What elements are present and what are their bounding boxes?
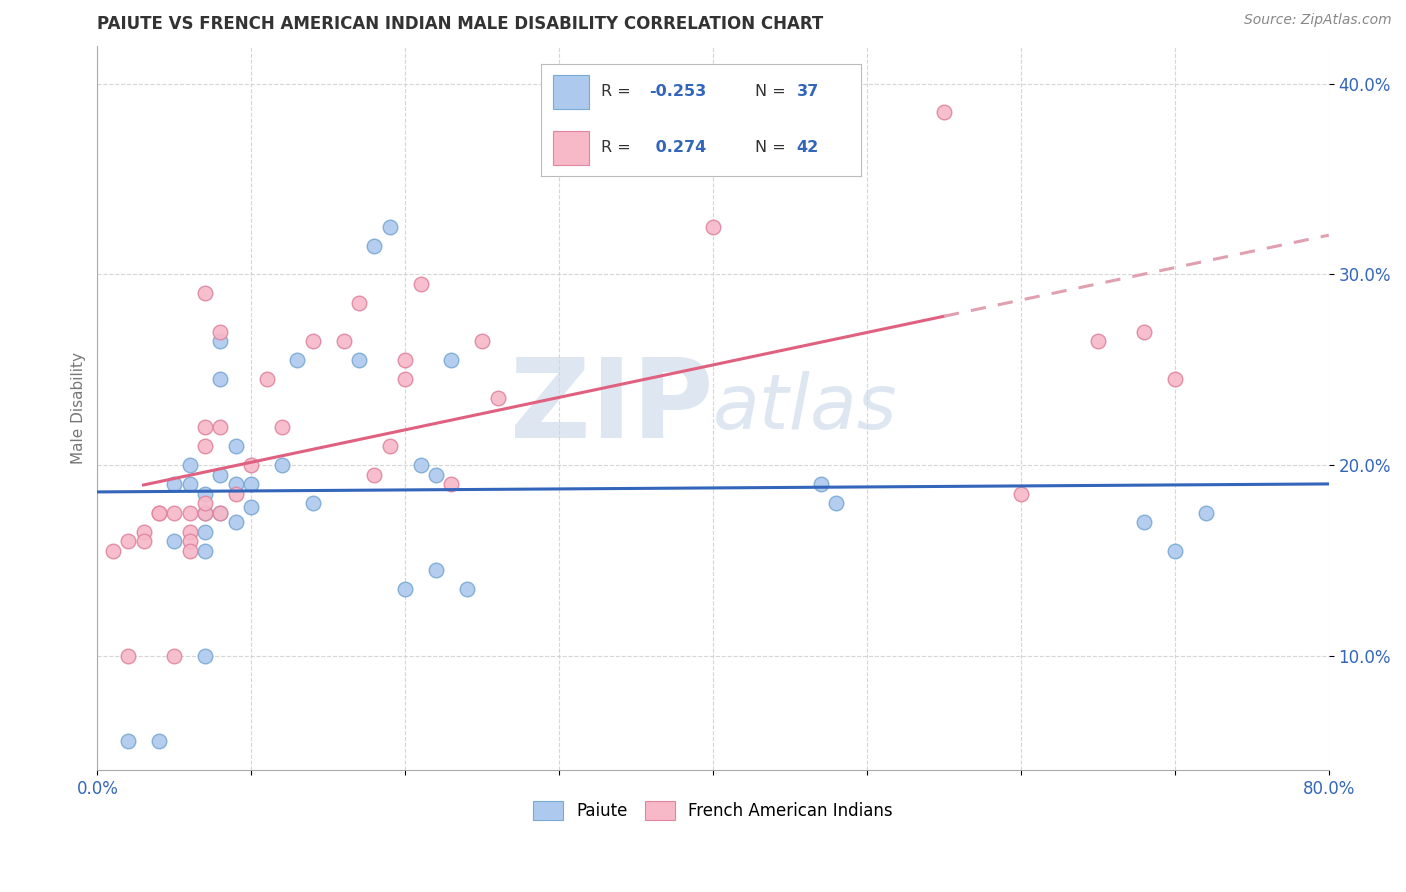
Point [209, 506, 232, 520]
Point [209, 325, 232, 339]
Point [440, 477, 463, 491]
Text: PAIUTE VS FRENCH AMERICAN INDIAN MALE DISABILITY CORRELATION CHART: PAIUTE VS FRENCH AMERICAN INDIAN MALE DI… [97, 15, 824, 33]
Point [347, 353, 370, 368]
Point [194, 286, 217, 301]
Point [194, 543, 217, 558]
Text: Source: ZipAtlas.com: Source: ZipAtlas.com [1244, 13, 1392, 28]
Legend: Paiute, French American Indians: Paiute, French American Indians [527, 794, 900, 827]
Text: atlas: atlas [713, 371, 897, 445]
Point [117, 534, 139, 549]
Point [256, 372, 278, 386]
Point [271, 458, 294, 472]
Point [363, 467, 385, 482]
Point [117, 648, 139, 663]
Point [148, 506, 170, 520]
Point [425, 563, 447, 577]
Point [194, 496, 217, 510]
Point [194, 506, 217, 520]
Point [1010, 486, 1032, 500]
Point [163, 534, 186, 549]
Point [240, 500, 263, 514]
Point [302, 496, 325, 510]
Point [378, 219, 401, 234]
Point [209, 372, 232, 386]
Point [132, 534, 155, 549]
Point [132, 524, 155, 539]
Point [194, 420, 217, 434]
Point [179, 477, 201, 491]
Point [225, 486, 247, 500]
Point [179, 458, 201, 472]
Point [179, 524, 201, 539]
Y-axis label: Male Disability: Male Disability [72, 351, 86, 464]
Point [825, 496, 848, 510]
Text: ZIP: ZIP [510, 354, 713, 461]
Point [394, 353, 416, 368]
Point [1194, 506, 1216, 520]
Point [101, 543, 124, 558]
Point [163, 648, 186, 663]
Point [117, 734, 139, 748]
Point [1133, 325, 1156, 339]
Point [394, 372, 416, 386]
Point [148, 734, 170, 748]
Point [194, 524, 217, 539]
Point [332, 334, 354, 348]
Point [1164, 372, 1187, 386]
Point [194, 506, 217, 520]
Point [209, 506, 232, 520]
Point [456, 582, 478, 596]
Point [394, 582, 416, 596]
Point [302, 334, 325, 348]
Point [179, 506, 201, 520]
Point [702, 219, 724, 234]
Point [209, 420, 232, 434]
Point [409, 277, 432, 291]
Point [1164, 543, 1187, 558]
Point [425, 467, 447, 482]
Point [179, 543, 201, 558]
Point [240, 477, 263, 491]
Point [240, 458, 263, 472]
Point [194, 648, 217, 663]
Point [271, 420, 294, 434]
Point [209, 334, 232, 348]
Point [194, 486, 217, 500]
Point [179, 534, 201, 549]
Point [378, 439, 401, 453]
Point [363, 239, 385, 253]
Point [225, 477, 247, 491]
Point [163, 477, 186, 491]
Point [225, 515, 247, 529]
Point [148, 506, 170, 520]
Point [409, 458, 432, 472]
Point [194, 439, 217, 453]
Point [1087, 334, 1109, 348]
Point [440, 353, 463, 368]
Point [347, 296, 370, 310]
Point [932, 105, 955, 120]
Point [225, 439, 247, 453]
Point [1133, 515, 1156, 529]
Point [471, 334, 494, 348]
Point [209, 467, 232, 482]
Point [810, 477, 832, 491]
Point [486, 392, 509, 406]
Point [287, 353, 309, 368]
Point [163, 506, 186, 520]
